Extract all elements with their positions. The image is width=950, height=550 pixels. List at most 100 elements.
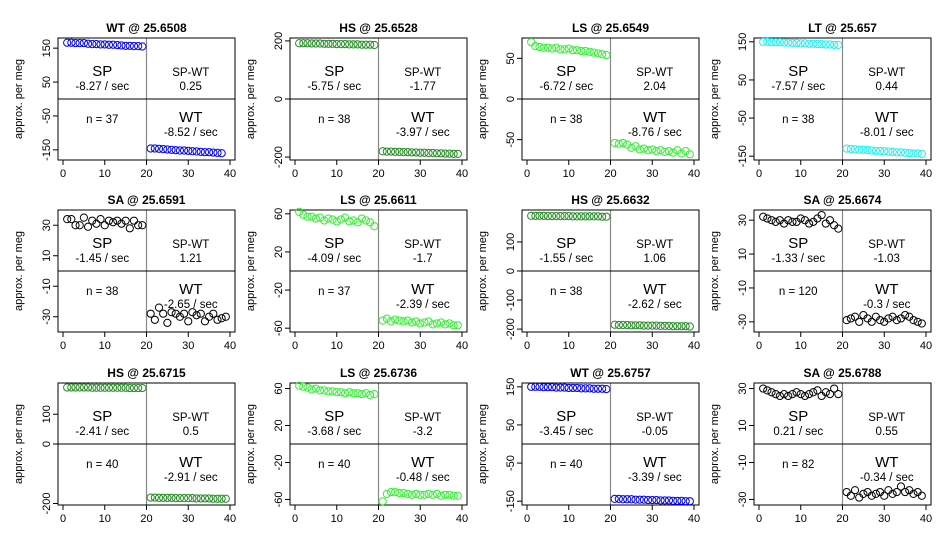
y-tick-label: 60 — [273, 208, 285, 220]
wt-data-point — [648, 321, 657, 330]
sp-data-point — [295, 381, 304, 390]
n-label: n = 37 — [318, 286, 350, 298]
sp-data-point — [581, 212, 590, 221]
sp-data-point — [564, 212, 573, 221]
wt-data-point — [664, 321, 674, 330]
wt-data-point — [453, 149, 462, 158]
sp-data-point — [320, 216, 329, 225]
x-tick-label: 10 — [99, 168, 111, 180]
sp-label: SP — [324, 63, 344, 80]
sp-wt-value: 1.06 — [644, 253, 666, 265]
wt-data-point — [205, 494, 214, 503]
wt-data-point — [618, 495, 628, 504]
sp-data-point — [556, 212, 565, 221]
x-tick-label: 40 — [688, 168, 700, 180]
y-axis-label: approx. per meg — [245, 231, 257, 311]
sp-data-point — [560, 45, 569, 54]
sp-data-point — [556, 383, 565, 392]
chart-title: HS @ 25.6528 — [339, 21, 418, 35]
x-tick-label: 30 — [878, 168, 890, 180]
wt-data-point — [171, 494, 180, 503]
sp-data-point — [581, 384, 590, 393]
n-label: n = 38 — [550, 114, 582, 126]
sp-data-point — [593, 49, 603, 58]
sp-data-point — [834, 389, 843, 399]
sp-label: SP — [324, 235, 344, 252]
sp-wt-label: SP-WT — [868, 67, 905, 79]
wt-data-point — [896, 482, 906, 491]
sp-rate: -1.33 / sec — [771, 253, 825, 265]
y-tick-label: 100 — [505, 233, 517, 251]
sp-data-point — [577, 384, 586, 393]
y-tick-label: -50 — [505, 132, 517, 148]
sp-data-point — [307, 39, 316, 48]
x-tick-label: 0 — [292, 168, 298, 180]
sp-data-point — [75, 221, 84, 230]
sp-wt-label: SP-WT — [172, 412, 209, 424]
wt-data-point — [875, 316, 885, 325]
sp-data-point — [560, 212, 569, 221]
wt-data-point — [428, 320, 437, 329]
y-axis-label: approx. per meg — [245, 404, 257, 484]
sp-data-point — [568, 46, 578, 55]
sp-data-point — [129, 383, 139, 393]
sp-data-point — [800, 391, 810, 401]
sp-data-point — [138, 42, 147, 51]
wt-data-point — [200, 494, 210, 503]
chart-title: SA @ 25.6788 — [804, 366, 882, 380]
wt-data-point — [437, 491, 446, 500]
wt-data-point — [660, 496, 669, 505]
sp-data-point — [602, 385, 611, 394]
wt-data-point — [917, 319, 926, 328]
wt-data-point — [855, 317, 864, 326]
wt-data-point — [909, 489, 918, 499]
wt-data-point — [643, 146, 653, 155]
wt-data-point — [842, 144, 851, 153]
wt-data-point — [424, 489, 433, 499]
sp-data-point — [547, 212, 557, 221]
sp-data-point — [796, 214, 805, 223]
wt-data-point — [610, 494, 619, 503]
wt-data-point — [196, 147, 205, 156]
wt-data-point — [163, 318, 172, 327]
wt-data-point — [378, 147, 387, 156]
wt-data-point — [846, 491, 855, 500]
wt-data-point — [635, 321, 644, 330]
wt-data-point — [685, 322, 694, 331]
sp-data-point — [767, 388, 776, 397]
sp-data-point — [109, 40, 118, 49]
wt-data-point — [449, 321, 458, 330]
sp-data-point — [299, 210, 308, 219]
x-tick-label: 10 — [99, 340, 111, 352]
wt-data-point — [213, 148, 222, 157]
sp-data-point — [138, 221, 147, 230]
sp-data-point — [345, 388, 354, 397]
sp-data-point — [311, 384, 320, 393]
chart-panel: LS @ 25.6736 60 20 -20 -60 approx. per meg 0 10… — [245, 366, 468, 525]
sp-wt-value: 1.21 — [180, 253, 202, 265]
sp-rate: -8.27 / sec — [75, 81, 129, 93]
wt-label: WT — [179, 454, 202, 471]
sp-data-point — [585, 212, 594, 221]
sp-data-point — [92, 40, 101, 49]
sp-data-point — [361, 40, 371, 49]
y-tick-label: -10 — [41, 278, 53, 294]
wt-data-point — [648, 145, 657, 154]
sp-data-point — [543, 212, 552, 221]
sp-data-point — [589, 212, 598, 221]
n-label: n = 120 — [779, 286, 818, 298]
y-tick-label: 0 — [41, 441, 53, 447]
wt-data-point — [871, 489, 881, 499]
wt-data-point — [660, 321, 669, 330]
sp-data-point — [341, 389, 350, 398]
sp-data-point — [805, 389, 814, 399]
wt-data-point — [391, 315, 400, 324]
wt-label: WT — [643, 109, 666, 126]
wt-data-point — [167, 493, 176, 502]
wt-data-point — [424, 148, 433, 158]
sp-data-point — [539, 211, 548, 220]
wt-data-point — [382, 147, 391, 156]
sp-data-point — [125, 383, 134, 393]
wt-data-point — [432, 149, 442, 158]
x-tick-label: 30 — [646, 340, 658, 352]
